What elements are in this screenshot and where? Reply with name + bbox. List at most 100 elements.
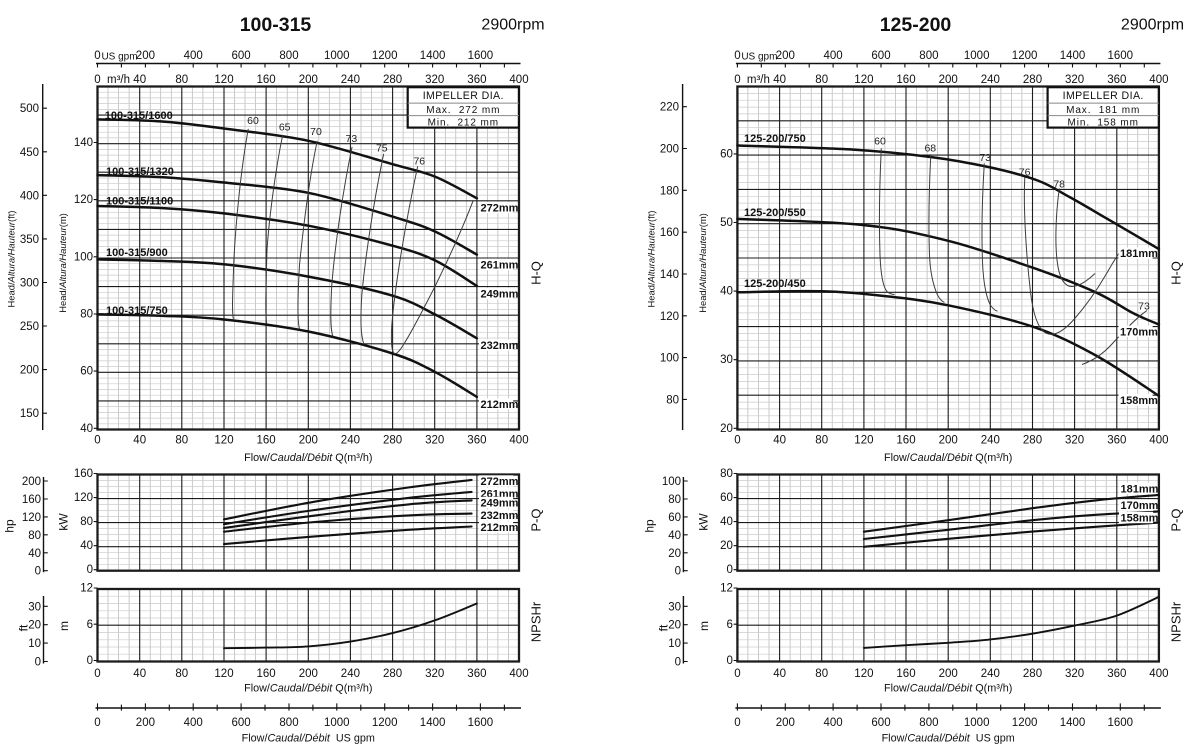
svg-text:160: 160 (896, 668, 915, 680)
svg-text:20: 20 (668, 548, 681, 560)
svg-text:120: 120 (214, 74, 233, 86)
svg-text:800: 800 (919, 717, 938, 729)
svg-text:1200: 1200 (372, 717, 398, 729)
svg-text:Max. 181 mm: Max. 181 mm (1066, 105, 1140, 116)
svg-text:0: 0 (734, 717, 740, 729)
svg-text:60: 60 (720, 492, 733, 504)
svg-text:200: 200 (22, 476, 41, 488)
svg-text:250: 250 (20, 321, 39, 333)
svg-text:20: 20 (720, 540, 733, 552)
svg-text:80: 80 (175, 435, 188, 447)
svg-text:232mm: 232mm (481, 510, 519, 522)
svg-text:125-200/450: 125-200/450 (744, 278, 806, 290)
svg-text:40: 40 (668, 530, 681, 542)
svg-text:272mm: 272mm (481, 476, 519, 488)
svg-text:120: 120 (660, 311, 679, 323)
svg-text:600: 600 (871, 717, 890, 729)
svg-text:280: 280 (383, 74, 402, 86)
svg-text:320: 320 (1065, 435, 1084, 447)
svg-text:1400: 1400 (420, 717, 446, 729)
svg-text:100-315/1100: 100-315/1100 (106, 196, 173, 208)
svg-text:1000: 1000 (964, 717, 990, 729)
svg-text:0: 0 (726, 564, 732, 576)
svg-text:320: 320 (1065, 74, 1084, 86)
svg-text:160: 160 (22, 494, 41, 506)
svg-text:m: m (57, 621, 71, 631)
svg-text:P-Q: P-Q (1168, 508, 1183, 531)
svg-text:212mm: 212mm (481, 399, 519, 411)
svg-text:Head/Altura/Hauteur(ft): Head/Altura/Hauteur(ft) (6, 211, 17, 308)
svg-text:160: 160 (257, 435, 276, 447)
svg-text:6: 6 (726, 619, 732, 631)
svg-text:80: 80 (80, 516, 93, 528)
svg-text:400: 400 (509, 668, 528, 680)
svg-text:240: 240 (981, 74, 1000, 86)
svg-text:360: 360 (467, 668, 486, 680)
svg-text:60: 60 (720, 148, 733, 160)
svg-text:240: 240 (981, 435, 1000, 447)
svg-text:10: 10 (28, 638, 41, 650)
svg-text:Flow/Caudal/Débit Q(m³/h): Flow/Caudal/Débit Q(m³/h) (884, 452, 1012, 464)
svg-text:Flow/Caudal/Débit Q(m³/h): Flow/Caudal/Débit Q(m³/h) (884, 683, 1012, 695)
svg-text:20: 20 (668, 620, 681, 632)
svg-text:400: 400 (1149, 668, 1168, 680)
svg-text:100-315/1320: 100-315/1320 (106, 166, 174, 178)
svg-text:120: 120 (214, 435, 233, 447)
svg-text:Head/Altura/Hauteur(ft): Head/Altura/Hauteur(ft) (645, 211, 656, 308)
svg-text:78: 78 (1053, 179, 1065, 191)
svg-text:50: 50 (720, 217, 733, 229)
svg-text:0: 0 (734, 50, 740, 62)
svg-text:158mm: 158mm (1121, 513, 1159, 525)
svg-text:158mm: 158mm (1120, 395, 1158, 407)
svg-text:170mm: 170mm (1121, 500, 1159, 512)
svg-text:100-315: 100-315 (240, 14, 312, 36)
svg-text:H-Q: H-Q (1168, 261, 1183, 285)
svg-text:1200: 1200 (1012, 717, 1038, 729)
svg-text:400: 400 (184, 50, 203, 62)
svg-text:200: 200 (20, 365, 39, 377)
svg-text:1400: 1400 (1060, 717, 1086, 729)
svg-text:Flow/Caudal/Débit US gpm: Flow/Caudal/Débit US gpm (242, 733, 375, 745)
svg-text:m³/h: m³/h (747, 74, 770, 86)
svg-text:400: 400 (824, 717, 843, 729)
svg-text:272mm: 272mm (481, 203, 519, 215)
svg-text:0: 0 (675, 566, 681, 578)
svg-text:180: 180 (660, 185, 679, 197)
svg-text:20: 20 (720, 423, 733, 435)
svg-text:125-200/750: 125-200/750 (744, 133, 806, 145)
svg-text:100-315/750: 100-315/750 (106, 305, 168, 317)
svg-text:1400: 1400 (1060, 50, 1086, 62)
svg-text:H-Q: H-Q (529, 261, 544, 285)
svg-text:65: 65 (279, 121, 291, 133)
svg-text:200: 200 (939, 435, 958, 447)
svg-text:600: 600 (232, 50, 251, 62)
svg-text:232mm: 232mm (481, 340, 519, 352)
svg-text:280: 280 (1023, 668, 1042, 680)
svg-text:ft: ft (656, 624, 670, 631)
svg-text:30: 30 (28, 601, 41, 613)
svg-text:Min. 212 mm: Min. 212 mm (428, 117, 499, 128)
svg-text:Max. 272 mm: Max. 272 mm (426, 105, 500, 116)
svg-text:80: 80 (668, 494, 681, 506)
svg-text:400: 400 (184, 717, 203, 729)
svg-text:120: 120 (214, 668, 233, 680)
svg-text:hp: hp (642, 519, 656, 533)
svg-text:220: 220 (660, 102, 679, 114)
svg-text:Flow/Caudal/Débit US gpm: Flow/Caudal/Débit US gpm (882, 733, 1015, 745)
svg-text:60: 60 (874, 136, 886, 148)
svg-text:240: 240 (341, 668, 360, 680)
svg-text:249mm: 249mm (481, 289, 519, 301)
svg-text:0: 0 (94, 668, 100, 680)
svg-text:Min. 158 mm: Min. 158 mm (1068, 117, 1139, 128)
svg-text:200: 200 (136, 717, 155, 729)
svg-text:30: 30 (720, 354, 733, 366)
svg-text:1000: 1000 (964, 50, 990, 62)
svg-text:280: 280 (1023, 74, 1042, 86)
svg-text:160: 160 (896, 74, 915, 86)
svg-text:NPSHr: NPSHr (529, 601, 544, 642)
svg-text:160: 160 (74, 468, 93, 480)
svg-text:100-315/900: 100-315/900 (106, 247, 168, 259)
svg-text:40: 40 (133, 435, 146, 447)
svg-text:200: 200 (939, 668, 958, 680)
svg-text:10: 10 (668, 638, 681, 650)
